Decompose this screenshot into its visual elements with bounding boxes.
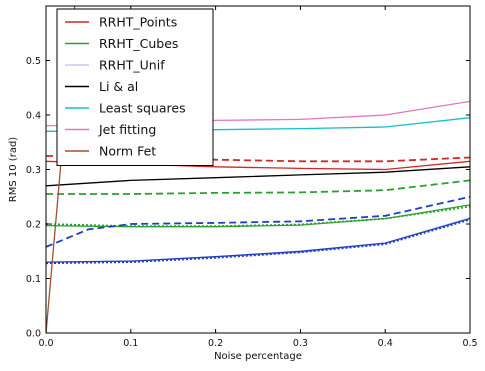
x-tick-label: 0.2	[208, 338, 223, 349]
y-tick-label: 0.4	[26, 111, 41, 122]
x-tick-label: 0.1	[123, 338, 138, 349]
y-tick-label: 0.0	[26, 329, 41, 340]
legend-entry-label: RRHT_Cubes	[99, 36, 178, 51]
x-tick-label: 0.0	[38, 338, 53, 349]
x-tick-label: 0.4	[378, 338, 393, 349]
series-line-8	[46, 218, 470, 265]
y-tick-label: 0.3	[26, 165, 41, 176]
x-tick-label: 0.3	[293, 338, 308, 349]
series-line-3	[46, 179, 470, 195]
legend-entry-label: RRHT_Points	[99, 15, 177, 30]
legend-entry-label: Least squares	[99, 101, 186, 116]
y-tick-label: 0.2	[26, 220, 41, 231]
series-line-4	[46, 205, 470, 228]
x-tick-label: 0.5	[462, 338, 477, 349]
series-line-9	[46, 166, 470, 187]
legend-entry-label: RRHT_Unif	[99, 58, 165, 73]
legend: RRHT_Points RRHT_Cubes RRHT_Unif Li & al Lea…	[56, 8, 214, 166]
legend-entry-label: Norm Fet	[99, 144, 156, 159]
y-tick-label: 0.1	[26, 274, 41, 285]
series-line-6	[46, 217, 470, 263]
legend-box	[56, 8, 214, 166]
legend-entry-label: Li & al	[99, 79, 138, 94]
series-line-7	[46, 195, 470, 248]
y-axis-label: RMS 10 (rad)	[8, 137, 19, 202]
x-axis-label: Noise percentage	[214, 351, 302, 362]
axis-ticks: 0.0 0.1 0.2 0.3 0.4 0.5 0.0 0.1 0.2 0.3 0.4 0.5	[26, 6, 478, 349]
legend-entry-label: Jet fitting	[98, 122, 156, 137]
y-tick-label: 0.5	[26, 56, 41, 67]
